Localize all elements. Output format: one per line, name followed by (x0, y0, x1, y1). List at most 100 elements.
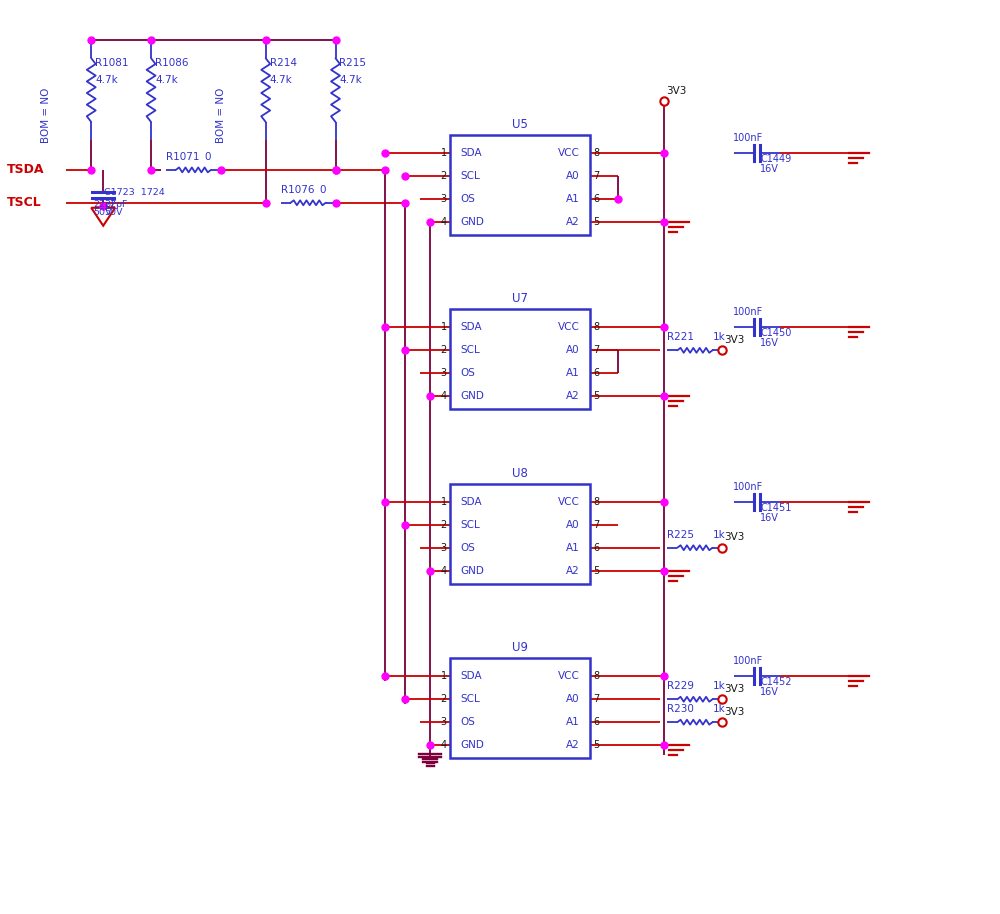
Text: 100nF: 100nF (733, 307, 764, 317)
Text: R214: R214 (270, 58, 297, 69)
Text: 16V: 16V (760, 687, 779, 697)
Text: VCC: VCC (558, 323, 580, 333)
Text: C1449: C1449 (760, 154, 791, 164)
Text: 6: 6 (593, 368, 599, 378)
Text: 5: 5 (593, 566, 599, 576)
Text: A1: A1 (566, 717, 580, 728)
Text: 1: 1 (441, 323, 447, 333)
Text: U9: U9 (512, 642, 528, 654)
Text: R1071: R1071 (166, 152, 200, 162)
Text: 3V3: 3V3 (724, 707, 744, 717)
Text: A0: A0 (566, 520, 580, 530)
Text: OS: OS (460, 717, 475, 728)
Text: 3V3: 3V3 (666, 86, 686, 96)
Text: 2: 2 (440, 695, 447, 705)
Text: R225: R225 (667, 530, 694, 540)
Text: VCC: VCC (558, 497, 580, 507)
Text: BOM = NO: BOM = NO (216, 88, 226, 143)
Text: R1081: R1081 (95, 58, 129, 69)
Text: 22pF: 22pF (104, 200, 128, 208)
Text: 100nF: 100nF (733, 482, 764, 492)
Text: U5: U5 (512, 118, 528, 131)
Text: 16V: 16V (760, 338, 779, 348)
Text: TSCL: TSCL (7, 197, 41, 209)
Text: 50V: 50V (93, 207, 112, 217)
Text: 8: 8 (593, 323, 599, 333)
Text: 16V: 16V (760, 513, 779, 523)
Text: SDA: SDA (460, 148, 482, 158)
Text: A1: A1 (566, 368, 580, 378)
Text: 3: 3 (441, 368, 447, 378)
Text: SCL: SCL (460, 171, 480, 181)
Text: 100nF: 100nF (733, 656, 764, 666)
Text: 4: 4 (441, 391, 447, 401)
Text: R230: R230 (667, 704, 694, 714)
Text: 3V3: 3V3 (724, 335, 744, 345)
Text: 4: 4 (441, 566, 447, 576)
Text: 7: 7 (593, 171, 599, 181)
Text: GND: GND (460, 740, 484, 750)
Text: OS: OS (460, 543, 475, 553)
Text: 3V3: 3V3 (724, 684, 744, 694)
Text: U7: U7 (512, 292, 528, 305)
Text: SDA: SDA (460, 671, 482, 681)
Text: 8: 8 (593, 671, 599, 681)
Text: 5: 5 (593, 217, 599, 227)
Text: TSDA: TSDA (7, 164, 44, 176)
Text: VCC: VCC (558, 148, 580, 158)
Text: 8: 8 (593, 497, 599, 507)
Text: A0: A0 (566, 345, 580, 356)
Text: OS: OS (460, 368, 475, 378)
Text: 3: 3 (441, 543, 447, 553)
Text: 7: 7 (593, 520, 599, 530)
Text: GND: GND (460, 391, 484, 401)
Text: 3: 3 (441, 717, 447, 728)
Text: 4: 4 (441, 740, 447, 750)
Text: 1k: 1k (712, 704, 725, 714)
Text: 16V: 16V (760, 164, 779, 174)
Text: 1: 1 (441, 148, 447, 158)
Text: 6: 6 (593, 717, 599, 728)
Text: A0: A0 (566, 171, 580, 181)
Text: U8: U8 (512, 467, 528, 480)
Text: C1451: C1451 (760, 503, 792, 513)
Text: C1723  1724: C1723 1724 (104, 187, 165, 197)
Text: 0: 0 (319, 185, 326, 195)
Text: A2: A2 (566, 217, 580, 227)
Text: 1k: 1k (712, 530, 725, 540)
Text: A1: A1 (566, 194, 580, 204)
Text: 22pF: 22pF (93, 200, 117, 208)
Text: 4.7k: 4.7k (155, 75, 178, 85)
Text: 4.7k: 4.7k (95, 75, 118, 85)
Text: 7: 7 (593, 345, 599, 356)
Text: R1086: R1086 (155, 58, 189, 69)
FancyBboxPatch shape (450, 135, 590, 235)
Text: 3V3: 3V3 (724, 532, 744, 542)
FancyBboxPatch shape (450, 658, 590, 758)
Text: GND: GND (460, 566, 484, 576)
Text: 7: 7 (593, 695, 599, 705)
Text: SDA: SDA (460, 323, 482, 333)
Text: 5: 5 (593, 391, 599, 401)
Text: R229: R229 (667, 681, 694, 691)
Text: A2: A2 (566, 740, 580, 750)
Text: SCL: SCL (460, 520, 480, 530)
Text: 4.7k: 4.7k (339, 75, 362, 85)
Text: BOM = NO: BOM = NO (41, 88, 51, 143)
Text: 6: 6 (593, 194, 599, 204)
Text: A1: A1 (566, 543, 580, 553)
Text: 100nF: 100nF (733, 133, 764, 143)
Text: 4.7k: 4.7k (270, 75, 292, 85)
Text: 6: 6 (593, 543, 599, 553)
Text: 5: 5 (593, 740, 599, 750)
Text: A0: A0 (566, 695, 580, 705)
Text: 8: 8 (593, 148, 599, 158)
Text: 3: 3 (441, 194, 447, 204)
Text: SCL: SCL (460, 695, 480, 705)
Text: 2: 2 (440, 345, 447, 356)
Text: 2: 2 (440, 520, 447, 530)
Text: 1: 1 (441, 497, 447, 507)
Text: SCL: SCL (460, 345, 480, 356)
FancyBboxPatch shape (450, 484, 590, 584)
Text: VCC: VCC (558, 671, 580, 681)
